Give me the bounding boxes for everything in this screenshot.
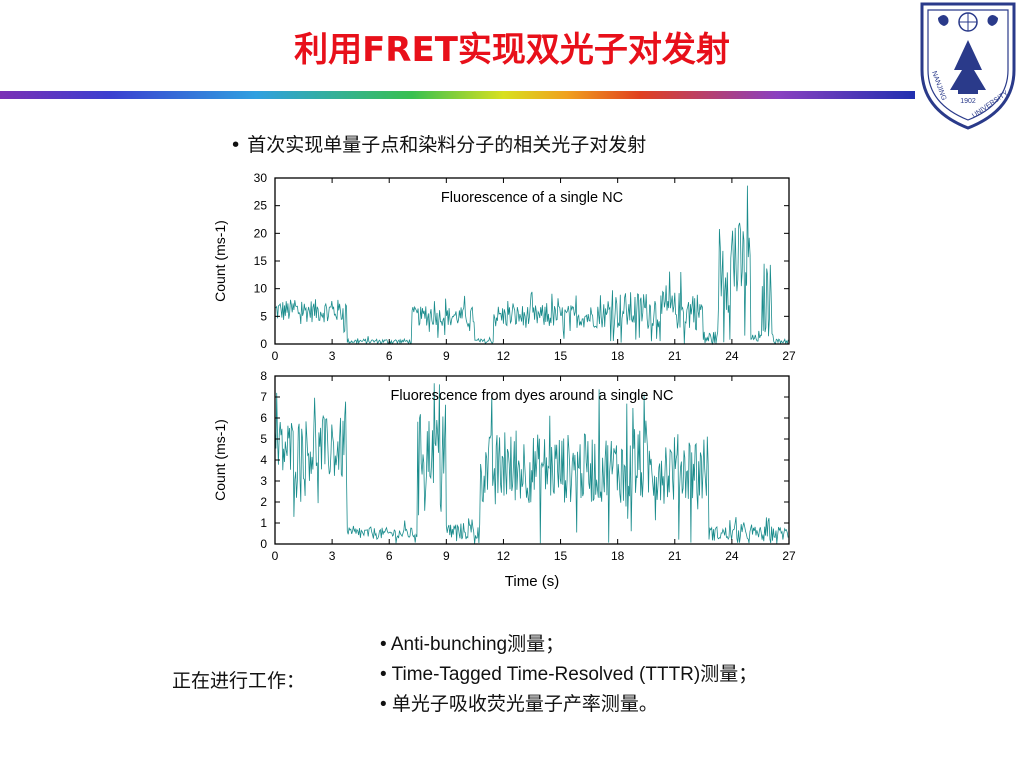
y-tick-label: 0	[260, 537, 267, 551]
x-tick-label: 6	[386, 349, 393, 363]
x-tick-label: 24	[725, 549, 739, 563]
bullet-item: • 单光子吸收荧光量子产率测量。	[380, 694, 658, 715]
ongoing-work-list: • Anti-bunching测量； • Time-Tagged Time-Re…	[380, 630, 757, 720]
x-tick-label: 15	[554, 349, 568, 363]
subtitle-bullet: • 首次实现单量子点和染料分子的相关光子对发射	[230, 134, 647, 156]
chart-title: Fluorescence of a single NC	[441, 190, 623, 206]
x-tick-label: 0	[272, 549, 279, 563]
y-tick-label: 4	[260, 453, 267, 467]
y-tick-label: 1	[260, 516, 267, 530]
y-tick-label: 7	[260, 390, 267, 404]
x-tick-label: 9	[443, 549, 450, 563]
y-axis-label: Count (ms-1)	[212, 419, 228, 501]
y-axis-label: Count (ms-1)	[212, 220, 228, 302]
y-tick-label: 5	[260, 432, 267, 446]
y-tick-label: 0	[260, 337, 267, 351]
series-trace	[274, 383, 789, 545]
x-tick-label: 27	[782, 349, 796, 363]
bullet-item: • Time-Tagged Time-Resolved (TTTR)测量；	[380, 664, 758, 685]
bullet-item: • Anti-bunching测量；	[380, 634, 565, 655]
y-tick-label: 2	[260, 495, 267, 509]
x-tick-label: 0	[272, 349, 279, 363]
x-tick-label: 3	[329, 549, 336, 563]
x-tick-label: 27	[782, 549, 796, 563]
y-tick-label: 30	[254, 171, 268, 185]
rainbow-divider	[0, 91, 915, 99]
y-tick-label: 8	[260, 369, 267, 383]
fluorescence-charts: 0 3 6 9 12 15 18 21 24 27051015202530Fluorescence…	[212, 171, 796, 590]
x-tick-label: 12	[497, 549, 511, 563]
series-trace	[274, 185, 789, 346]
x-tick-label: 21	[668, 349, 682, 363]
x-tick-label: 6	[386, 549, 393, 563]
university-logo: 1902 NANJING UNIVERSITY	[920, 2, 1016, 130]
y-tick-label: 20	[254, 226, 268, 240]
x-tick-label: 21	[668, 549, 682, 563]
x-tick-label: 15	[554, 549, 568, 563]
x-axis-label: Time (s)	[505, 573, 559, 590]
tree-icon	[950, 40, 986, 90]
x-tick-label: 3	[329, 349, 336, 363]
x-tick-label: 18	[611, 549, 625, 563]
x-tick-label: 12	[497, 349, 511, 363]
left-lion-icon	[938, 15, 949, 26]
ongoing-work-label: 正在进行工作：	[172, 670, 306, 692]
right-lion-icon	[987, 15, 998, 26]
y-tick-label: 25	[254, 199, 268, 213]
x-tick-label: 9	[443, 349, 450, 363]
logo-year: 1902	[960, 98, 976, 105]
y-tick-label: 6	[260, 411, 267, 425]
y-tick-label: 10	[254, 282, 268, 296]
slide-title: 利用FRET实现双光子对发射	[294, 30, 730, 70]
x-tick-label: 24	[725, 349, 739, 363]
y-tick-label: 15	[254, 254, 268, 268]
chart-title: Fluorescence from dyes around a single N…	[391, 388, 674, 404]
y-tick-label: 5	[260, 309, 267, 323]
x-tick-label: 18	[611, 349, 625, 363]
y-tick-label: 3	[260, 474, 267, 488]
